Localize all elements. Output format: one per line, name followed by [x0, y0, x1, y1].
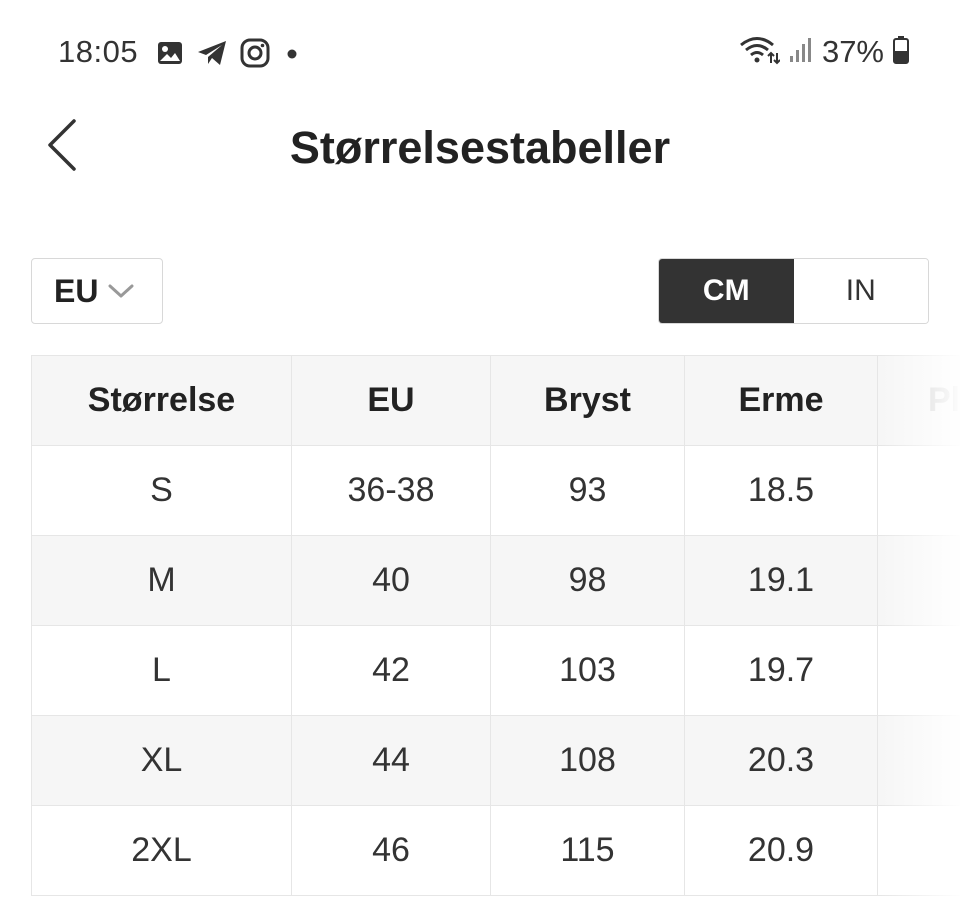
table-row: L 42 103 19.7: [31, 625, 960, 716]
table-cell: 19.7: [684, 625, 878, 716]
gallery-icon: [156, 39, 184, 72]
unit-in-button[interactable]: IN: [793, 259, 928, 323]
dot-icon: [282, 45, 298, 66]
table-cell: 98: [490, 535, 685, 626]
system-icons: 37%: [738, 34, 910, 70]
region-select[interactable]: EU: [31, 258, 163, 324]
table-cell: [877, 625, 960, 716]
telegram-icon: [196, 39, 228, 72]
table-cell: 20.9: [684, 805, 878, 896]
table-row: XL 44 108 20.3: [31, 715, 960, 806]
table-cell: 44: [291, 715, 491, 806]
battery-percentage: 37%: [821, 34, 884, 69]
table-cell: L: [31, 625, 292, 716]
table-cell: 19.1: [684, 535, 878, 626]
table-cell: 40: [291, 535, 491, 626]
column-header: Bryst: [490, 355, 685, 446]
table-cell: 42: [291, 625, 491, 716]
column-header: Pl: [877, 355, 960, 446]
wifi-icon: [738, 35, 781, 70]
table-row: M 40 98 19.1: [31, 535, 960, 626]
notification-icons: [156, 38, 298, 73]
table-cell: [877, 535, 960, 626]
table-cell: [877, 805, 960, 896]
page-title: Størrelsestabeller: [289, 122, 671, 173]
table-cell: 46: [291, 805, 491, 896]
table-cell: [877, 715, 960, 806]
table-cell: 108: [490, 715, 685, 806]
unit-toggle: CM IN: [658, 258, 929, 324]
table-cell: 103: [490, 625, 685, 716]
chevron-down-icon: [108, 284, 134, 298]
status-bar: 18:05 37%: [0, 0, 960, 100]
table-cell: 18.5: [684, 445, 878, 536]
table-row: S 36-38 93 18.5: [31, 445, 960, 536]
back-button[interactable]: [40, 115, 84, 177]
size-table: Størrelse EU Bryst Erme Pl S 36-38 93 18…: [31, 355, 960, 896]
chevron-left-icon: [48, 119, 76, 171]
table-row: 2XL 46 115 20.9: [31, 805, 960, 896]
table-cell: S: [31, 445, 292, 536]
table-cell: 2XL: [31, 805, 292, 896]
table-header-row: Størrelse EU Bryst Erme Pl: [31, 355, 960, 446]
instagram-icon: [240, 38, 270, 73]
column-header: Størrelse: [31, 355, 292, 446]
battery-icon: [892, 35, 910, 70]
table-cell: 20.3: [684, 715, 878, 806]
table-cell: 115: [490, 805, 685, 896]
table-cell: 93: [490, 445, 685, 536]
signal-icon: [788, 36, 814, 69]
region-value: EU: [54, 272, 99, 309]
size-table-container[interactable]: Størrelse EU Bryst Erme Pl S 36-38 93 18…: [31, 355, 960, 898]
table-cell: 36-38: [291, 445, 491, 536]
table-cell: XL: [31, 715, 292, 806]
unit-cm-button[interactable]: CM: [659, 259, 794, 323]
table-cell: [877, 445, 960, 536]
column-header: EU: [291, 355, 491, 446]
status-time: 18:05: [58, 34, 139, 69]
column-header: Erme: [684, 355, 878, 446]
table-cell: M: [31, 535, 292, 626]
